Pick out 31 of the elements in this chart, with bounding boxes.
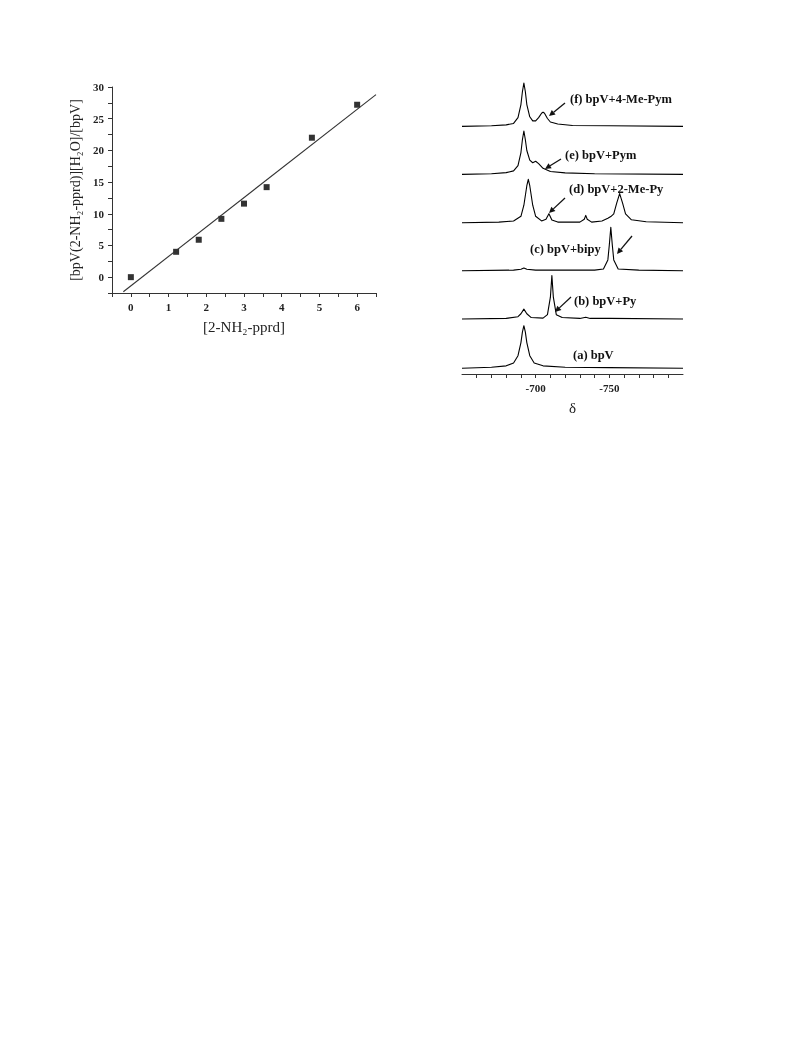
- y-tick-label: 20: [93, 144, 105, 157]
- point: [308, 134, 315, 141]
- series-label: (a) bpV: [573, 347, 614, 363]
- x-tick-label: 5: [316, 300, 323, 313]
- x-tick-label: -750: [599, 381, 620, 394]
- y-tick-label: 10: [93, 207, 105, 220]
- y-tick-label: 25: [93, 112, 105, 125]
- x-tick-label: 1: [165, 300, 172, 313]
- point: [127, 274, 134, 281]
- y-tick-label: 0: [98, 271, 105, 284]
- y-tick-label: 30: [93, 81, 105, 93]
- point: [195, 236, 202, 243]
- x-tick-label: 3: [241, 300, 248, 313]
- y-axis-title: [bpV(2-NH₂-pprd)][H₂O]/[bpV]: [67, 99, 84, 281]
- y-tick-label: 5: [98, 239, 105, 252]
- x-axis-title: [2-NH₂-pprd]: [203, 318, 285, 335]
- point: [241, 200, 247, 207]
- series-label: (f) bpV+4-Me-Pym: [570, 91, 672, 107]
- point: [354, 101, 361, 108]
- x-tick-label: 6: [354, 300, 361, 313]
- series-label: (d) bpV+2-Me-Py: [569, 181, 664, 197]
- x-axis-title: δ: [568, 399, 577, 416]
- series-label: (e) bpV+Pym: [565, 147, 637, 163]
- series-label: (c) bpV+bipy: [530, 241, 601, 257]
- x-tick-label: 4: [278, 300, 285, 313]
- y-tick-label: 15: [93, 176, 105, 189]
- point: [263, 184, 270, 191]
- x-tick-label: 2: [203, 300, 210, 313]
- x-tick-label: 0: [128, 300, 135, 313]
- x-tick-label: -700: [525, 381, 547, 394]
- series-label: (b) bpV+Py: [574, 293, 637, 309]
